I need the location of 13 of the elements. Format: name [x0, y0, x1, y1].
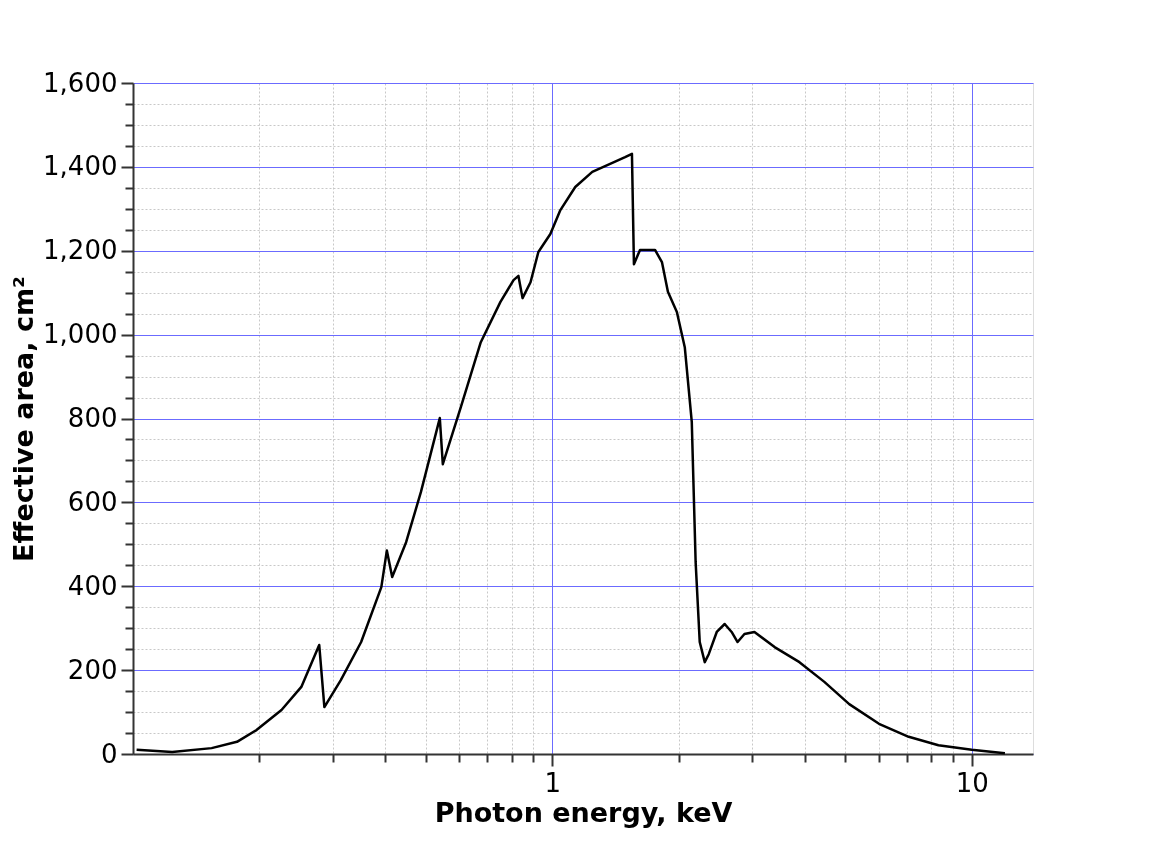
x-tick-label: 1 [544, 767, 562, 798]
x-axis-title: Photon energy, keV [434, 796, 733, 828]
y-axis-title: Effective area, cm² [8, 276, 40, 562]
y-tick-label: 400 [67, 570, 118, 601]
y-tick-label: 800 [67, 403, 118, 433]
y-tick-label: 0 [100, 738, 118, 769]
y-tick-label: 1,000 [43, 319, 118, 350]
y-tick-label: 600 [67, 486, 118, 517]
y-tick-label: 1,600 [43, 67, 118, 98]
x-tick-label: 10 [955, 767, 989, 798]
y-tick-label: 1,400 [43, 151, 118, 182]
y-tick-label: 1,200 [43, 235, 118, 266]
y-tick-label: 200 [67, 654, 118, 685]
